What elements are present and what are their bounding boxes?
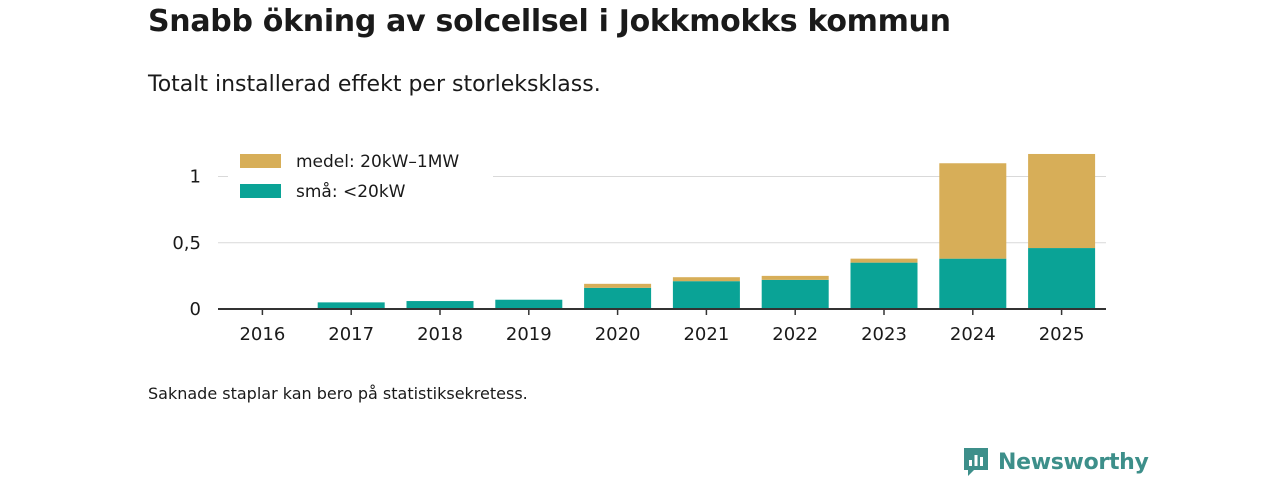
bar-segment — [672, 281, 740, 309]
x-tick-label: 2022 — [772, 324, 818, 345]
x-tick-label: 2024 — [950, 324, 996, 345]
x-tick-label: 2020 — [595, 324, 641, 345]
y-tick-label: 0,5 — [172, 233, 201, 254]
bar-segment — [850, 258, 918, 263]
bar-segment — [1028, 153, 1096, 249]
newsworthy-logo-icon — [964, 448, 988, 476]
chart-subtitle: Totalt installerad effekt per storlekskl… — [148, 72, 601, 97]
y-axis-ticks: 00,51 — [172, 167, 201, 321]
bar-segment — [317, 302, 385, 309]
bar-segment — [672, 277, 740, 282]
legend-swatch — [240, 154, 281, 168]
y-tick-label: 0 — [190, 299, 201, 320]
x-axis-ticks: 2016 2017 2018 2019 2020 2021 2022 2023 2024 2025 — [239, 309, 1085, 345]
footnote: Saknade staplar kan bero på statistiksek… — [148, 384, 528, 403]
legend-label: små: <20kW — [296, 181, 406, 202]
bar-segment — [939, 163, 1007, 259]
bar-segment — [584, 287, 652, 309]
brand-name: Newsworthy — [998, 449, 1149, 475]
legend-swatch — [240, 184, 281, 198]
bar-segment — [495, 299, 563, 309]
bar-segment — [761, 275, 829, 280]
bar-segment — [584, 283, 652, 288]
newsworthy-brand[interactable]: Newsworthy — [962, 446, 1149, 478]
bars — [317, 153, 1096, 309]
legend-label: medel: 20kW–1MW — [296, 152, 459, 172]
x-tick-label: 2025 — [1039, 324, 1085, 345]
y-tick-label: 1 — [190, 167, 201, 188]
x-tick-label: 2016 — [239, 324, 285, 345]
legend: medel: 20kW–1MW små: <20kW — [228, 145, 493, 207]
x-tick-label: 2018 — [417, 324, 463, 345]
bar-segment — [761, 279, 829, 309]
chart-title: Snabb ökning av solcellsel i Jokkmokks k… — [148, 4, 951, 39]
x-tick-label: 2019 — [506, 324, 552, 345]
bar-segment — [406, 301, 474, 309]
x-tick-label: 2021 — [683, 324, 729, 345]
bar-segment — [1028, 248, 1096, 309]
bar-segment — [850, 262, 918, 309]
x-tick-label: 2023 — [861, 324, 907, 345]
x-tick-label: 2017 — [328, 324, 374, 345]
bar-segment — [939, 258, 1007, 309]
